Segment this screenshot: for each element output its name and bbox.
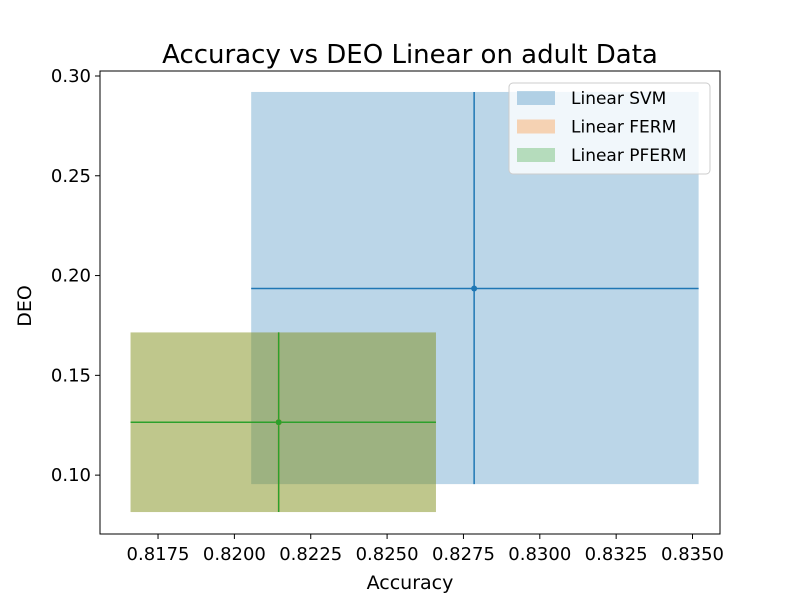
x-tick-label-6: 0.8325	[585, 544, 648, 565]
x-tick-label-7: 0.8350	[661, 544, 724, 565]
x-tick-label-0: 0.8175	[127, 544, 190, 565]
legend-swatch-2	[517, 148, 555, 162]
legend: Linear SVM Linear FERM Linear PFERM	[508, 82, 711, 175]
x-tick-label-4: 0.8275	[432, 544, 495, 565]
plot-frame	[99, 70, 721, 535]
x-tick-label-2: 0.8225	[279, 544, 342, 565]
x-tick-label-3: 0.8250	[356, 544, 419, 565]
y-tick-label-4: 0.30	[51, 66, 91, 87]
legend-label-1: Linear FERM	[571, 118, 676, 138]
legend-label-2: Linear PFERM	[571, 146, 687, 166]
legend-box	[508, 82, 711, 175]
legend-swatch-1	[517, 119, 555, 134]
x-axis: 0.8175 0.8200 0.8225 0.8250 0.8275 0.8300 0.83…	[127, 534, 724, 565]
x-tick-label-1: 0.8200	[203, 544, 266, 565]
point-2	[275, 419, 282, 426]
y-tick-label-1: 0.15	[51, 365, 91, 386]
y-axis-title: DEO	[14, 285, 36, 327]
legend-label-0: Linear SVM	[571, 89, 666, 109]
point-0	[471, 285, 478, 292]
legend-swatch-0	[517, 91, 555, 105]
x-axis-title: Accuracy	[367, 572, 454, 594]
x-tick-label-5: 0.8300	[508, 544, 571, 565]
y-axis: 0.10 0.15 0.20 0.25 0.30	[51, 66, 100, 486]
y-tick-label-0: 0.10	[51, 465, 91, 486]
series-points	[275, 285, 478, 426]
chart-title: Accuracy vs DEO Linear on adult Data	[162, 40, 658, 70]
y-tick-label-2: 0.20	[51, 266, 91, 287]
y-tick-label-3: 0.25	[51, 166, 91, 187]
